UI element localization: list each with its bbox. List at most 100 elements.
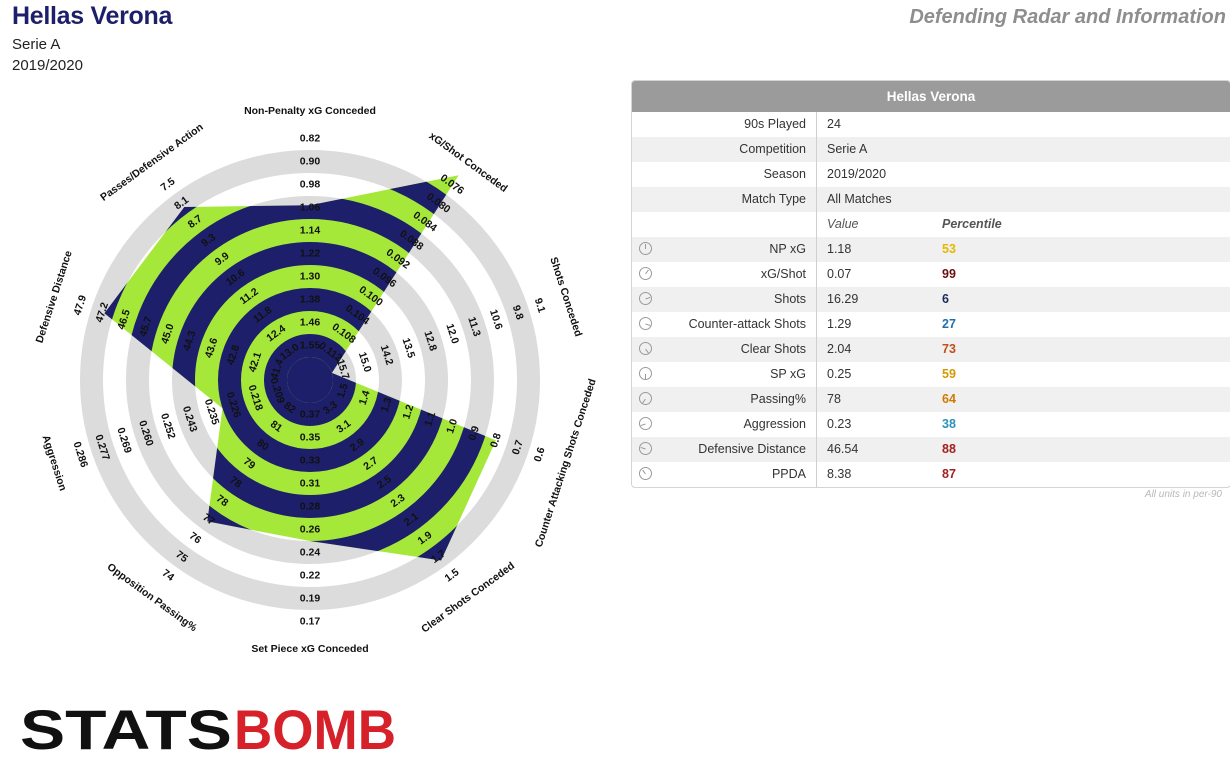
radar-tick-label: 1.14: [300, 225, 321, 237]
radar-tick-label: 15.0: [356, 351, 374, 374]
metric-row: Passing% 78 64: [632, 387, 1230, 412]
metric-label: Aggression: [662, 412, 817, 437]
radar-axis-label: Shots Conceded: [547, 256, 584, 338]
radar-tick-label: 0.17: [300, 616, 321, 628]
radar-tick-label: 0.269: [114, 426, 134, 455]
icon-cell: [632, 462, 662, 487]
metric-row: Shots 16.29 6: [632, 287, 1230, 312]
radar-tick-label: 9.8: [510, 304, 526, 322]
radar-tick-label: 0.28: [300, 501, 321, 513]
radar-tick-label: 1.4: [357, 389, 373, 407]
info-value: All Matches: [827, 192, 892, 206]
radar-tick-label: 1.30: [300, 271, 321, 283]
metric-row: Aggression 0.23 38: [632, 412, 1230, 437]
icon-cell: [632, 387, 662, 412]
radar-tick-label: 0.35: [300, 432, 321, 444]
metric-value: 1.18: [827, 242, 852, 256]
info-label: 90s Played: [662, 112, 817, 137]
info-table: Hellas Verona 90s Played 24 Competition Ser…: [631, 80, 1230, 488]
metric-label: xG/Shot: [662, 262, 817, 287]
metric-row: SP xG 0.25 59: [632, 362, 1230, 387]
metric-percentile: 64: [942, 392, 956, 406]
radar-axis-label: Defensive Distance: [34, 249, 75, 344]
radar-tick-label: 0.90: [300, 156, 321, 168]
metric-row: Counter-attack Shots 1.29 27: [632, 312, 1230, 337]
info-row: Competition Serie A: [632, 137, 1230, 162]
metric-row: Clear Shots 2.04 73: [632, 337, 1230, 362]
dial-icon: [639, 392, 652, 405]
icon-cell: [632, 162, 662, 187]
competition-label: Serie A: [12, 36, 61, 53]
radar-axis-label: Set Piece xG Conceded: [251, 643, 368, 655]
icon-cell: [632, 137, 662, 162]
radar-tick-label: 0.8: [488, 431, 504, 449]
info-empty: [932, 187, 942, 212]
radar-tick-label: 1.38: [300, 294, 321, 306]
metric-value: 46.54: [827, 442, 859, 456]
radar-tick-label: 9.1: [532, 297, 548, 315]
radar-center-dot: [287, 357, 333, 403]
logo-text-bomb: BOMB: [234, 700, 396, 756]
metric-label: PPDA: [662, 462, 817, 487]
radar-tick-label: 0.22: [300, 570, 321, 582]
radar-tick-label: 0.26: [300, 524, 321, 536]
radar-tick-label: 0.24: [300, 547, 321, 559]
metric-label: NP xG: [662, 237, 817, 262]
metric-value: 8.38: [827, 467, 852, 481]
dial-icon: [639, 367, 652, 380]
metric-row: NP xG 1.18 53: [632, 237, 1230, 262]
dial-icon: [639, 467, 652, 480]
radar-tick-label: 0.19: [300, 593, 321, 605]
metric-label: Clear Shots: [662, 337, 817, 362]
radar-tick-label: 0.98: [300, 179, 321, 191]
radar-tick-label: 47.9: [71, 294, 89, 317]
radar-tick-label: 13.5: [400, 336, 418, 359]
radar-tick-label: 12.0: [443, 322, 461, 345]
metric-percentile: 87: [942, 467, 956, 481]
metric-percentile: 38: [942, 417, 956, 431]
value-column-header: Value: [827, 217, 859, 231]
info-label: Match Type: [662, 187, 817, 212]
info-value: Serie A: [827, 142, 868, 156]
metric-row: Defensive Distance 46.54 88: [632, 437, 1230, 462]
dial-icon: [639, 242, 652, 255]
percentile-column-header: Percentile: [942, 217, 1002, 231]
radar-tick-label: 1.2: [400, 403, 416, 421]
radar-tick-label: 1.5: [335, 382, 351, 400]
metric-percentile: 53: [942, 242, 956, 256]
column-header-row: Value Percentile: [632, 212, 1230, 237]
radar-tick-label: 76: [187, 530, 204, 547]
radar-tick-label: 11.3: [465, 315, 483, 338]
logo-text-stats: STATS: [20, 700, 232, 756]
metric-value: 0.07: [827, 267, 852, 281]
info-empty: [932, 137, 942, 162]
radar-tick-labels: 0.82 0.90 0.98 1.06 1.14 1.22 1.30 1.38 1.46 1.55…: [71, 133, 548, 628]
radar-tick-label: 0.252: [158, 412, 178, 441]
metric-label: SP xG: [662, 362, 817, 387]
metric-value: 1.29: [827, 317, 852, 331]
metric-percentile: 27: [942, 317, 956, 331]
info-row: 90s Played 24: [632, 112, 1230, 137]
info-value: 2019/2020: [827, 167, 887, 181]
radar-tick-label: 1.22: [300, 248, 321, 260]
metric-percentile: 73: [942, 342, 956, 356]
metric-percentile: 6: [942, 292, 949, 306]
radar-tick-label: 74: [160, 567, 177, 584]
radar-tick-label: 1.46: [300, 317, 321, 329]
metric-row: xG/Shot 0.07 99: [632, 262, 1230, 287]
info-label: Season: [662, 162, 817, 187]
radar-tick-label: 0.9: [466, 424, 482, 442]
icon-cell: [632, 112, 662, 137]
radar-tick-label: 0.33: [300, 455, 321, 467]
season-label: 2019/2020: [12, 57, 83, 74]
radar-axis-label: Non-Penalty xG Conceded: [244, 105, 376, 117]
defending-radar-chart: 0.82 0.90 0.98 1.06 1.14 1.22 1.30 1.38 1.46 1.55…: [34, 105, 599, 655]
metric-label: Shots: [662, 287, 817, 312]
radar-tick-label: 0.286: [71, 440, 91, 469]
icon-cell: [632, 412, 662, 437]
dial-icon: [639, 317, 652, 330]
radar-axis-label: Aggression: [40, 434, 69, 493]
dial-icon: [639, 342, 652, 355]
icon-cell: [632, 262, 662, 287]
icon-cell: [632, 362, 662, 387]
